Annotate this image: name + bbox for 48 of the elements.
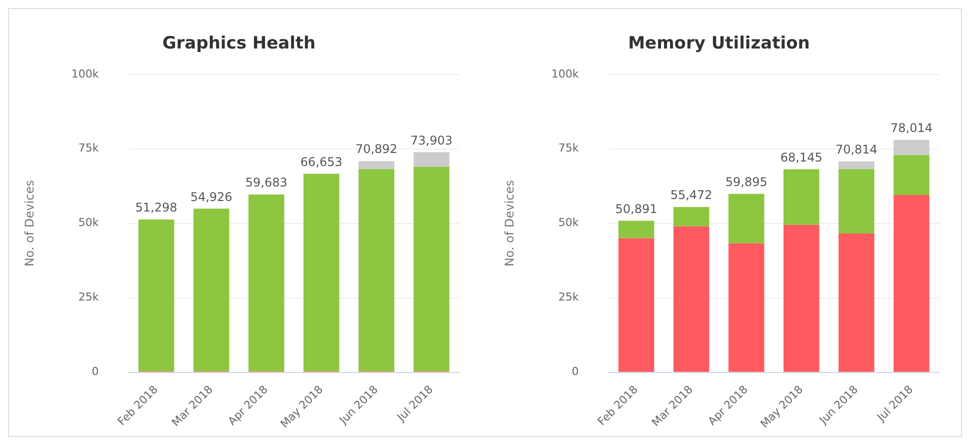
chart-title: Memory Utilization xyxy=(628,34,810,54)
total-label: 70,814 xyxy=(835,142,878,156)
bar xyxy=(673,226,710,372)
bar xyxy=(784,169,820,225)
bar xyxy=(894,155,930,196)
bar xyxy=(894,195,930,372)
bar xyxy=(618,220,654,238)
bar xyxy=(414,152,450,167)
total-label: 50,891 xyxy=(615,202,658,216)
total-label: 59,895 xyxy=(725,175,768,190)
bar xyxy=(838,161,874,170)
y-tick-label: 75k xyxy=(558,142,580,155)
total-label: 68,145 xyxy=(780,150,822,164)
chart-title: Graphics Health xyxy=(162,34,316,54)
total-label: 51,298 xyxy=(135,200,178,215)
bar xyxy=(728,243,764,372)
total-label: 54,926 xyxy=(190,190,232,204)
bar xyxy=(838,169,874,234)
y-tick-label: 100k xyxy=(71,67,100,80)
bar xyxy=(784,224,820,372)
bar xyxy=(618,238,654,372)
bar xyxy=(358,161,394,170)
total-label: 73,903 xyxy=(410,133,452,148)
y-tick-label: 0 xyxy=(92,365,99,378)
y-axis-title: No. of Devices xyxy=(502,180,516,267)
bar xyxy=(414,166,450,372)
bar xyxy=(673,207,710,226)
total-label: 59,683 xyxy=(245,176,288,190)
y-tick-label: 0 xyxy=(572,365,579,378)
y-tick-label: 100k xyxy=(551,67,580,80)
bar xyxy=(138,219,174,372)
y-tick-label: 50k xyxy=(558,216,580,230)
y-tick-label: 50k xyxy=(78,216,100,230)
total-label: 55,472 xyxy=(670,188,712,202)
y-tick-label: 25k xyxy=(78,290,100,304)
bar xyxy=(728,194,764,244)
bar xyxy=(193,208,230,372)
bar xyxy=(358,169,394,372)
bar xyxy=(248,194,284,372)
y-tick-label: 75k xyxy=(78,142,100,155)
total-label: 66,653 xyxy=(300,154,342,169)
total-label: 78,014 xyxy=(890,121,932,136)
bar xyxy=(838,233,874,372)
bar xyxy=(894,140,930,156)
total-label: 70,892 xyxy=(355,142,398,156)
bar xyxy=(304,174,340,372)
y-tick-label: 25k xyxy=(558,290,580,304)
y-axis-title: No. of Devices xyxy=(22,180,36,267)
